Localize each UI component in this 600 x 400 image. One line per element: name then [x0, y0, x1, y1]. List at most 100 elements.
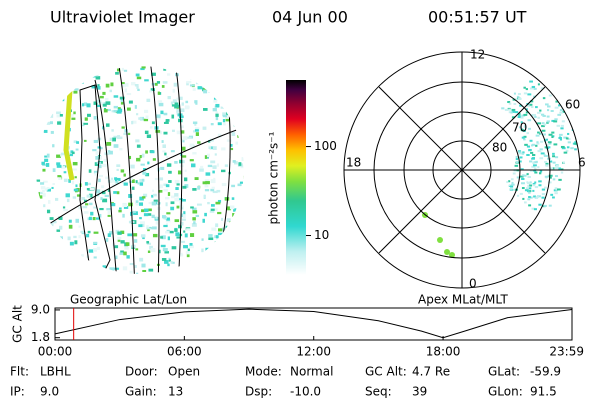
image-pixel: [86, 194, 91, 198]
image-pixel: [93, 101, 98, 105]
image-pixel: [517, 92, 521, 95]
image-pixel: [511, 110, 516, 113]
image-pixel: [184, 105, 190, 110]
image-pixel: [135, 73, 140, 77]
image-pixel: [95, 217, 100, 220]
image-pixel: [165, 219, 171, 223]
image-pixel: [43, 114, 48, 118]
status-value: Normal: [290, 365, 333, 379]
image-pixel: [546, 121, 549, 124]
image-pixel: [92, 149, 97, 152]
image-pixel: [87, 230, 91, 234]
image-pixel: [509, 185, 514, 188]
image-pixel: [75, 218, 79, 223]
image-pixel: [132, 210, 136, 213]
image-pixel: [523, 174, 527, 177]
image-pixel: [241, 157, 244, 162]
image-pixel: [225, 118, 231, 122]
image-pixel: [232, 267, 235, 272]
image-pixel: [182, 218, 186, 221]
image-pixel: [523, 130, 526, 133]
image-pixel: [108, 270, 113, 274]
image-pixel: [164, 152, 167, 156]
image-pixel: [534, 115, 537, 118]
image-pixel: [222, 90, 226, 93]
image-pixel: [214, 153, 217, 156]
image-pixel: [103, 102, 107, 106]
image-pixel: [177, 170, 182, 175]
image-pixel: [141, 153, 145, 158]
image-pixel: [539, 170, 543, 173]
image-pixel: [62, 82, 68, 86]
image-pixel: [84, 117, 88, 121]
image-pixel: [558, 178, 562, 181]
image-pixel: [555, 90, 558, 93]
image-pixel: [175, 187, 179, 191]
image-pixel: [58, 177, 62, 180]
image-pixel: [152, 189, 155, 192]
image-pixel: [546, 144, 549, 147]
image-pixel: [508, 180, 511, 183]
image-pixel: [123, 173, 126, 177]
image-pixel: [181, 240, 186, 243]
image-pixel: [229, 205, 235, 210]
image-pixel: [203, 108, 208, 111]
image-pixel: [88, 193, 93, 198]
image-pixel: [187, 248, 190, 252]
image-pixel: [197, 261, 202, 265]
image-pixel: [46, 188, 51, 192]
image-pixel: [525, 88, 528, 91]
image-pixel: [203, 254, 207, 258]
image-pixel: [237, 250, 242, 255]
title: Ultraviolet Imager: [50, 8, 195, 27]
image-pixel: [528, 127, 531, 130]
image-pixel: [192, 217, 196, 221]
image-pixel: [543, 154, 548, 157]
image-pixel: [520, 129, 525, 132]
image-pixel: [138, 224, 143, 228]
image-pixel: [205, 181, 210, 185]
image-pixel: [523, 126, 527, 129]
image-pixel: [194, 123, 197, 126]
image-pixel: [172, 88, 175, 93]
image-pixel: [556, 164, 559, 167]
image-pixel: [237, 183, 242, 187]
image-pixel: [122, 266, 128, 271]
image-pixel: [552, 196, 555, 199]
image-pixel: [221, 182, 227, 187]
image-pixel: [37, 266, 42, 271]
image-pixel: [511, 183, 515, 186]
image-pixel: [98, 178, 101, 183]
image-pixel: [78, 225, 81, 228]
image-pixel: [201, 269, 204, 273]
image-pixel: [226, 75, 230, 79]
image-pixel: [219, 68, 223, 73]
image-pixel: [236, 71, 241, 75]
image-pixel: [176, 97, 180, 101]
image-pixel: [107, 210, 111, 214]
image-pixel: [139, 257, 144, 262]
image-pixel: [105, 83, 110, 88]
image-pixel: [220, 169, 226, 173]
image-pixel: [240, 234, 244, 239]
image-pixel: [221, 217, 224, 221]
image-pixel: [159, 234, 163, 238]
image-pixel: [444, 249, 450, 255]
image-pixel: [530, 87, 534, 90]
image-pixel: [197, 185, 201, 190]
image-pixel: [524, 201, 527, 204]
image-pixel: [186, 80, 192, 84]
image-pixel: [521, 136, 525, 139]
image-pixel: [546, 120, 550, 123]
image-pixel: [162, 215, 166, 219]
image-pixel: [518, 151, 522, 154]
image-pixel: [541, 129, 546, 132]
image-pixel: [544, 103, 549, 106]
status-value: -59.9: [530, 365, 561, 379]
image-pixel: [152, 158, 156, 161]
image-pixel: [197, 86, 203, 90]
image-pixel: [232, 265, 237, 270]
image-pixel: [105, 176, 110, 180]
image-pixel: [39, 218, 42, 223]
image-pixel: [107, 189, 111, 192]
